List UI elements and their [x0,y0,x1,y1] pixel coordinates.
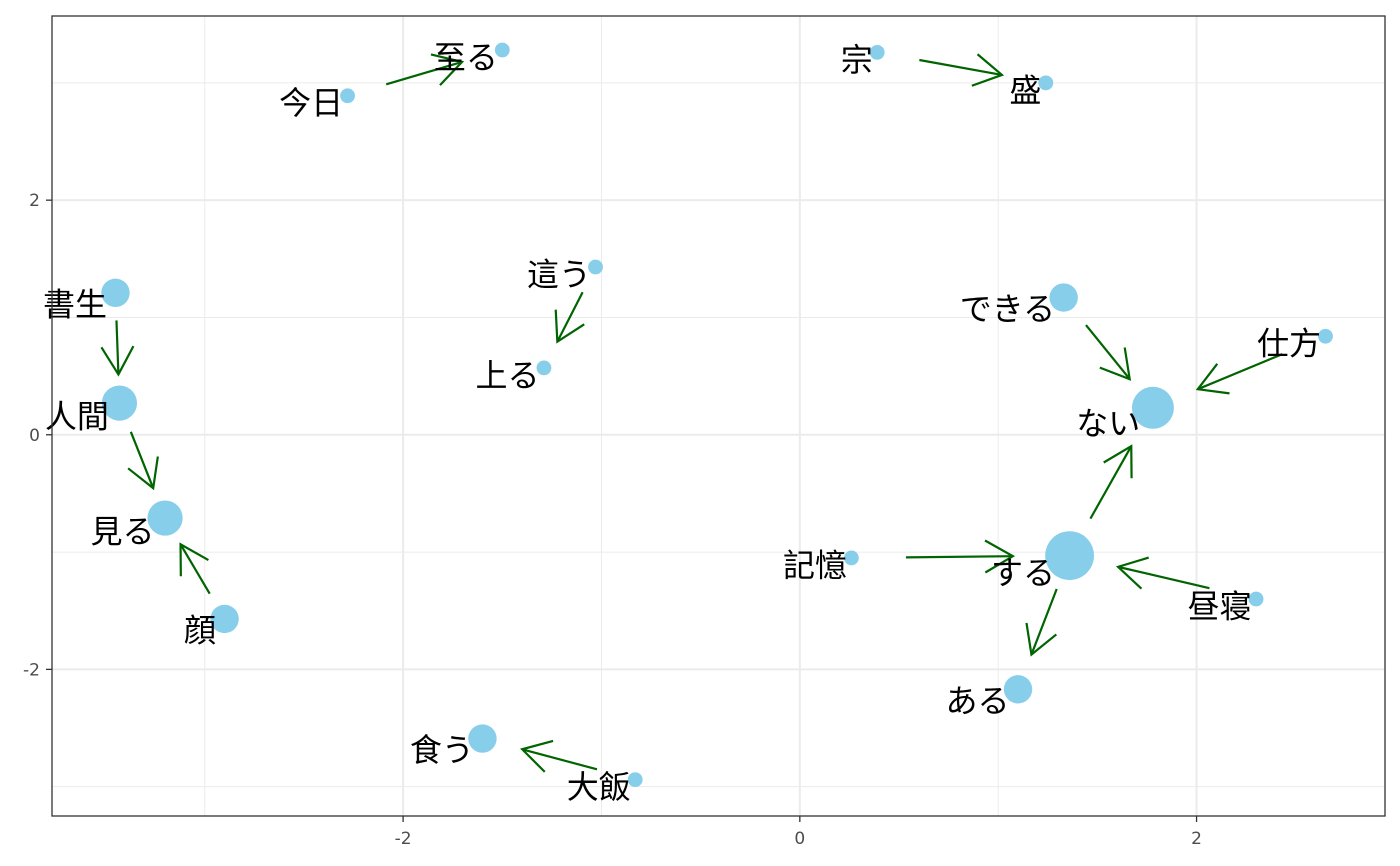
node-point-hirune [1248,591,1264,607]
node-label-dekiru: できる [960,290,1055,328]
edge-suru-aru [1025,588,1058,657]
edge-kao-miru [179,542,211,595]
node-point-kao [210,604,239,634]
edge-line [919,58,1003,77]
node-point-hau [588,259,603,275]
edges [100,53,1283,773]
node-point-aru [1003,675,1033,704]
edge-shoseki-ningen [100,320,135,377]
node-label-aru: ある [945,682,1009,720]
node-point-shikata [1318,328,1333,344]
node-point-nai [1131,386,1174,429]
edge-arrowhead [179,542,209,577]
node-point-noboru [536,360,552,376]
node-point-miru [147,500,183,536]
node-label-nai: ない [1076,404,1140,442]
plot-panel-border [51,15,1386,817]
node-point-dekiru [1049,283,1078,312]
node-label-suru: する [991,554,1055,592]
node-point-itaru [494,42,510,58]
edge-line [1117,565,1210,590]
node-label-kyou: 今日 [279,84,343,122]
edge-shuu-sakari [919,53,1005,87]
edge-line [179,543,211,595]
nodes [101,42,1333,788]
node-point-shuu [869,44,885,60]
node-label-shikata: 仕方 [1257,325,1321,363]
node-point-oomeshi [627,772,643,788]
edge-line [1085,324,1131,380]
node-point-sakari [1038,75,1054,91]
node-point-kioku [844,550,859,566]
edge-arrowhead [1195,363,1230,395]
edge-line [905,555,1013,559]
x-tick-label: 2 [1191,829,1202,849]
axis-ticks [46,199,1198,822]
node-label-kioku: 記憶 [783,546,847,584]
node-label-shuu: 宗 [841,41,873,79]
node-point-ningen [101,385,138,421]
edge-arrowhead [1115,556,1150,590]
node-label-noboru: 上る [475,356,539,394]
node-label-miru: 見る [90,513,154,551]
edge-dekiru-nai [1085,324,1132,381]
node-label-sakari: 盛 [1009,71,1041,109]
edge-hirune-suru [1115,556,1210,590]
y-tick-label: 0 [29,426,40,446]
edge-arrowhead [100,345,135,377]
y-tick-label: -2 [23,660,40,680]
grid-minor [52,16,1385,816]
edge-oomeshi-kuu [520,739,598,773]
grid-major [52,16,1385,816]
edge-kioku-suru [905,539,1016,574]
edge-arrowhead [430,53,465,86]
x-tick-label: 0 [794,829,805,849]
edge-line [1089,445,1133,520]
node-point-kuu [468,724,497,753]
plot-background [52,16,1385,816]
edge-arrowhead [1025,622,1058,657]
node-label-kuu: 食う [410,731,474,769]
edge-line [521,748,598,771]
edge-arrowhead [984,539,1016,574]
edge-hau-noboru [554,291,585,344]
edge-arrowhead [1103,444,1133,479]
x-tick-label: -2 [395,829,412,849]
edge-arrowhead [1099,347,1132,381]
edge-shikata-nai [1195,353,1283,395]
node-label-oomeshi: 大飯 [567,768,631,806]
edge-ningen-miru [127,431,159,491]
edge-arrowhead [127,456,159,491]
node-label-hau: 這う [527,255,591,293]
edge-line [1030,588,1058,655]
node-label-ningen: 人間 [45,398,109,436]
edge-line [385,60,463,86]
node-point-suru [1045,531,1095,580]
x-axis-tick-labels: -2 0 2 [395,829,1202,849]
edge-suru-nai [1089,444,1133,520]
edge-kyou-itaru [385,53,465,86]
node-label-kao: 顔 [184,611,216,649]
edge-arrowhead [971,53,1005,87]
edge-line [556,291,584,343]
edge-arrowhead [554,309,585,344]
edge-line [1197,353,1283,391]
node-point-kyou [340,88,355,104]
y-axis-tick-labels: -2 0 2 [23,191,40,680]
node-label-itaru: 至る [434,38,498,76]
y-tick-label: 2 [29,191,40,211]
node-label-hirune: 昼寝 [1188,587,1252,625]
node-label-shoseki: 書生 [43,285,107,323]
node-point-shoseki [101,278,130,308]
edge-line [115,320,120,375]
edge-arrowhead [520,739,554,773]
edge-line [129,431,155,489]
